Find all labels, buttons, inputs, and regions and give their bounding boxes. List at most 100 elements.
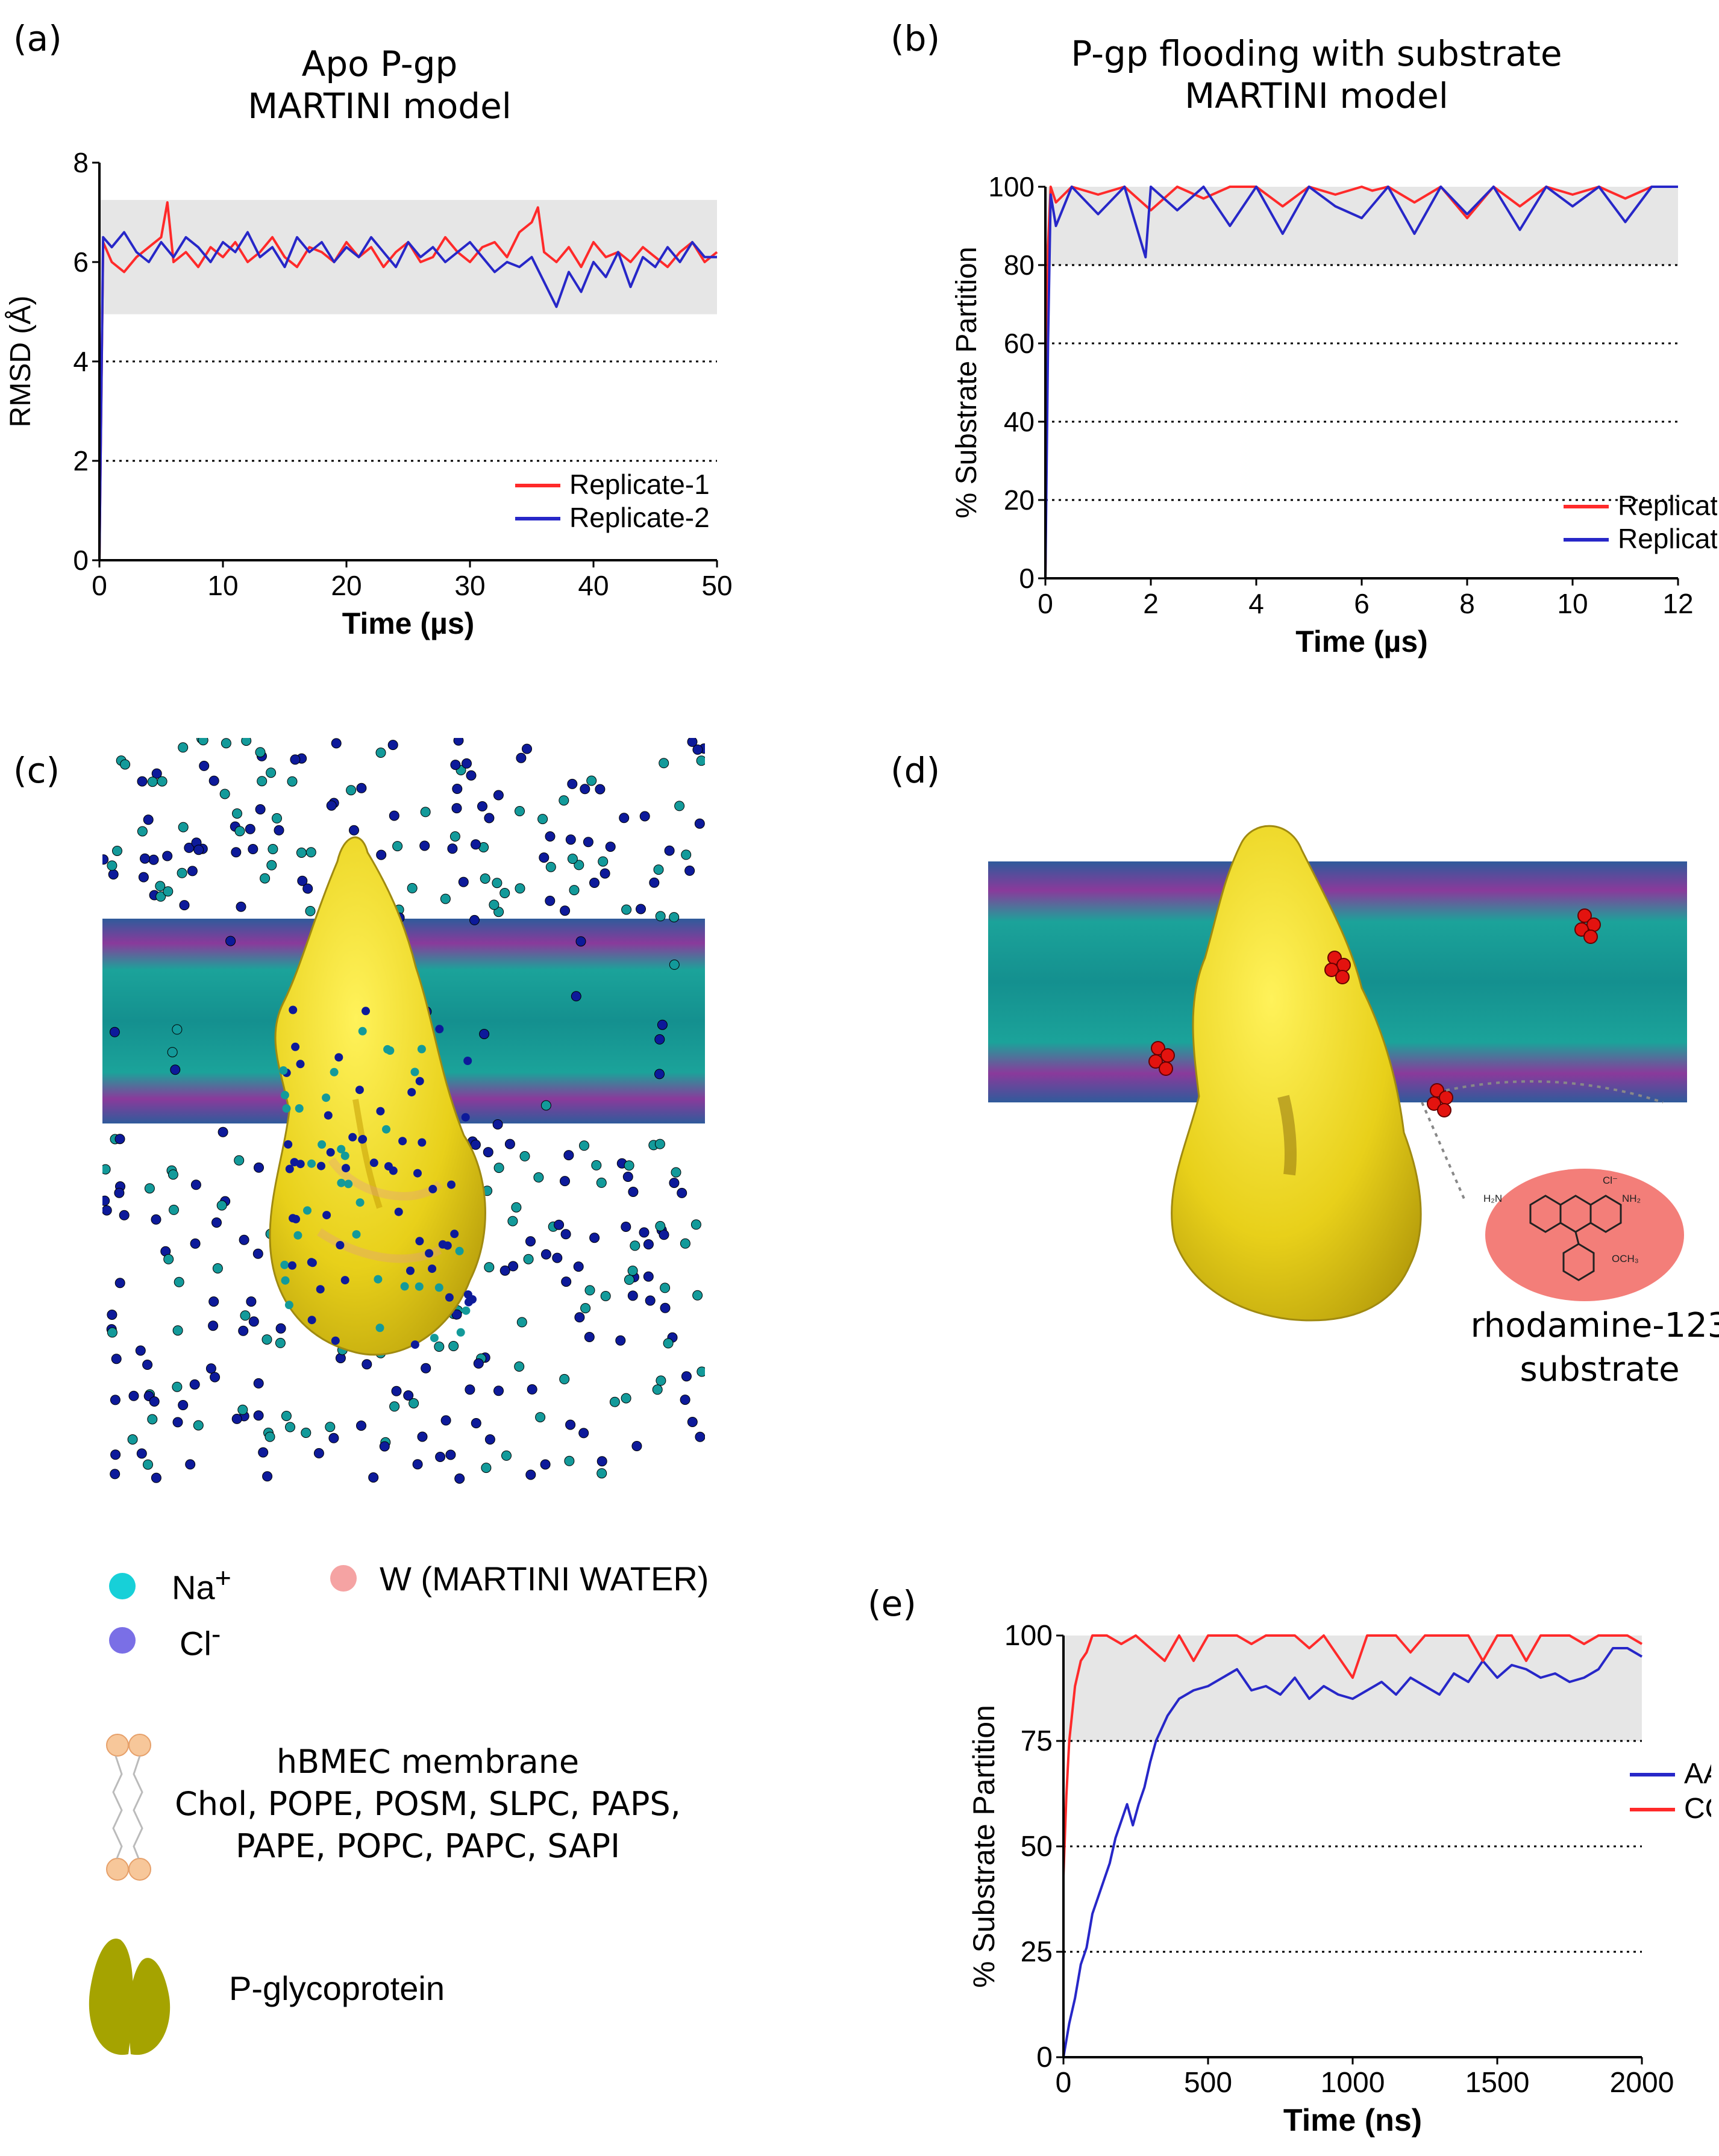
a-series-1-line <box>98 201 718 561</box>
ion <box>178 822 189 833</box>
ion <box>174 1276 184 1287</box>
ion <box>584 1332 595 1342</box>
e-legend-label-2: CG <box>1684 1793 1711 1825</box>
ion <box>155 881 166 892</box>
ion <box>208 775 219 786</box>
e-y-tick-label-75: 75 <box>1021 1725 1053 1757</box>
ion <box>136 1448 147 1459</box>
b-y-tick-label-40: 40 <box>1004 406 1035 437</box>
ion <box>114 1278 125 1289</box>
b-y-tick-label-20: 20 <box>1004 484 1035 516</box>
ion <box>627 1266 638 1276</box>
ion <box>337 1145 346 1154</box>
b-legend-label-1: Replicate-1 <box>1618 490 1717 521</box>
ion <box>580 784 590 795</box>
ion <box>643 1271 654 1282</box>
ion <box>289 1005 298 1014</box>
ion <box>317 1161 325 1170</box>
ion <box>660 1283 671 1293</box>
ion <box>605 842 616 852</box>
ion <box>462 1306 471 1315</box>
ion <box>172 1417 183 1428</box>
ion <box>622 1172 633 1182</box>
b-x-tick-label-8: 8 <box>1459 588 1475 619</box>
ion <box>654 1069 665 1080</box>
ion <box>142 1360 153 1370</box>
ion <box>280 1090 289 1099</box>
b-legend-label-2: Replicate-2 <box>1618 523 1717 554</box>
ion <box>583 837 593 848</box>
ion <box>559 1373 570 1384</box>
a-x-axis-label: Time (µs) <box>342 607 475 640</box>
ion <box>135 1345 146 1356</box>
panel-label-b: (b) <box>891 18 941 59</box>
ion <box>369 1158 378 1167</box>
ion <box>595 784 606 795</box>
p-glycoprotein-surface <box>269 836 486 1356</box>
ion <box>628 1187 639 1197</box>
ion <box>484 813 495 823</box>
b-series-1-line <box>1044 186 1678 579</box>
ion <box>567 854 578 864</box>
ion <box>342 1164 350 1173</box>
ion <box>248 844 258 854</box>
ion <box>552 1252 563 1263</box>
lipid-icon <box>106 1734 151 1881</box>
ion <box>692 1290 703 1301</box>
ion <box>545 831 556 842</box>
ion <box>356 1420 366 1431</box>
ion <box>445 1449 456 1460</box>
ion <box>110 1395 121 1405</box>
ion <box>407 883 418 893</box>
rhodamine-structure <box>1529 1195 1622 1281</box>
a-y-tick-label-0: 0 <box>73 545 89 576</box>
ion <box>143 1459 153 1470</box>
ion <box>694 818 705 829</box>
ion <box>434 1342 445 1352</box>
ion <box>231 1413 242 1424</box>
substrate-annotation: rhodamine-123 substrate <box>1440 1304 1719 1392</box>
ion <box>560 1229 571 1240</box>
ion <box>598 856 609 867</box>
ion <box>114 1187 125 1198</box>
ion <box>265 1431 275 1442</box>
chart-b-title-line1: P-gp flooding with substrate <box>1071 33 1562 74</box>
ion <box>379 1441 390 1452</box>
ion <box>677 1187 687 1198</box>
ion <box>680 1395 690 1405</box>
ion <box>162 851 173 861</box>
ion <box>663 1338 674 1349</box>
ion <box>657 1019 668 1030</box>
ion <box>692 744 703 755</box>
legend-na-sup: + <box>214 1562 231 1593</box>
ion <box>281 1411 292 1421</box>
ion <box>376 1107 385 1116</box>
panel-label-a: (a) <box>13 18 62 59</box>
ion <box>477 801 487 811</box>
b-y-tick-label-0: 0 <box>1019 563 1035 594</box>
ion <box>303 1206 312 1215</box>
ion <box>680 1238 690 1249</box>
ion <box>525 1469 536 1480</box>
ion <box>238 1325 249 1336</box>
ion <box>489 899 499 910</box>
ion <box>189 1379 200 1390</box>
ion <box>639 1227 650 1238</box>
ion <box>493 790 504 801</box>
a-y-tick-label-8: 8 <box>73 147 89 178</box>
ion <box>695 1431 705 1442</box>
ion <box>282 1104 291 1113</box>
ion <box>169 1204 179 1215</box>
ion <box>305 847 316 858</box>
ion <box>636 904 646 914</box>
ion <box>492 878 503 889</box>
ion <box>346 785 357 796</box>
ion <box>355 1086 364 1095</box>
p-glycoprotein-surface-d <box>1171 825 1422 1322</box>
ion <box>296 1060 305 1069</box>
ion <box>574 1312 585 1323</box>
ion <box>400 1282 409 1291</box>
ion <box>504 1139 515 1149</box>
ion <box>621 904 632 915</box>
ion <box>563 1150 574 1161</box>
